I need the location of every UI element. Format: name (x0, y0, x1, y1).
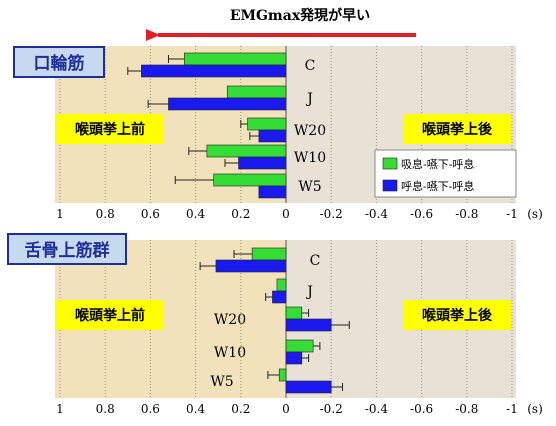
panel1-bar-w10-series2 (238, 156, 287, 170)
panel1-bar-w20-series1 (247, 117, 287, 131)
panel2-tick-label: -0.2 (320, 402, 343, 416)
panel2-bar-w10-series1 (285, 339, 314, 353)
panel2-bar-j-series1 (276, 278, 287, 292)
panel1-bar-j-series2 (168, 97, 287, 111)
panel2-after-label-box (403, 300, 511, 330)
panel1-after-label: 喉頭挙上後 (422, 121, 493, 138)
panel2-bar-j-series2 (272, 290, 287, 304)
panel2-bar-w5-series1 (278, 368, 287, 382)
panel2-category-label: J (305, 284, 313, 300)
panel1-after-label-box (403, 114, 511, 144)
panel1-tick-label: 0.6 (141, 207, 160, 221)
panel2-before-label: 喉頭挙上前 (75, 307, 145, 324)
panel1-tick-label: 0.4 (186, 207, 205, 221)
panel1-tick-label: -0.2 (320, 207, 343, 221)
panel2-title-box (7, 233, 127, 265)
panel2-category-label: W10 (214, 345, 246, 361)
panel1-tick-label: 0 (282, 207, 290, 221)
panel2-category-label: W20 (214, 312, 246, 328)
legend-swatch-series1 (382, 157, 398, 170)
panel1-bar-w5-series1 (213, 173, 287, 187)
panel2-title: 舌骨上筋群 (25, 240, 110, 261)
panel1-tick-label: -0.8 (455, 207, 478, 221)
panel2-x-unit: (s) (527, 402, 543, 416)
panel1-tick-label: 0.8 (96, 207, 115, 221)
panel1-bar-j-series1 (226, 85, 287, 99)
panel2-bar-w20-series2 (285, 318, 332, 332)
legend-swatch-series2 (382, 179, 398, 192)
panel1-bar-c-series2 (141, 64, 287, 78)
panel1-tick-label: 0.2 (231, 207, 250, 221)
panel1-title: 口輪筋 (34, 53, 85, 74)
panel2-tick-label: 0.6 (141, 402, 160, 416)
panel1-category-label: C (305, 58, 316, 74)
panel1-tick-label: -1 (506, 207, 518, 221)
panel2-bar-c-series1 (251, 247, 287, 261)
panel2-tick-label: -1 (506, 402, 518, 416)
panel2-bar-c-series2 (215, 259, 287, 273)
panel1-before-label: 喉頭挙上前 (75, 121, 145, 138)
legend-label-series1: 吸息-嚥下-呼息 (401, 157, 474, 171)
panel2-tick-label: 0.2 (231, 402, 250, 416)
panel2-tick-label: -0.6 (410, 402, 433, 416)
panel2-bar-w5-series2 (285, 380, 332, 394)
panel1-category-label: W10 (294, 150, 326, 166)
panel2-tick-label: 0.4 (186, 402, 205, 416)
panel1-category-label: J (305, 91, 313, 107)
panel1-tick-label: 1 (56, 207, 64, 221)
panel2-after-label: 喉頭挙上後 (422, 307, 493, 324)
panel1-bar-w5-series2 (258, 185, 287, 199)
panel1-category-label: W20 (294, 123, 326, 139)
panel2-tick-label: -0.4 (365, 402, 389, 416)
legend-label-series2: 呼息-嚥下-呼息 (401, 179, 474, 193)
panel1-x-unit: (s) (527, 207, 543, 221)
panel1-bar-c-series1 (184, 52, 287, 66)
panel2-tick-label: 1 (56, 402, 64, 416)
panel2-tick-label: 0 (282, 402, 290, 416)
panel1-tick-label: -0.4 (365, 207, 389, 221)
panel1-bar-w10-series1 (206, 144, 287, 158)
panel1-before-label-box (56, 114, 164, 144)
panel2-tick-label: -0.8 (455, 402, 478, 416)
panel1-category-label: W5 (298, 179, 321, 195)
panel2-before-label-box (56, 300, 164, 330)
arrow-label: EMGmax発現が早い (230, 7, 370, 24)
panel1-bar-w20-series2 (258, 129, 287, 143)
panel2-category-label: C (310, 253, 321, 269)
panel2-tick-label: 0.8 (96, 402, 115, 416)
panel2-category-label: W5 (210, 374, 233, 390)
panel2-bar-w20-series1 (285, 306, 303, 320)
panel2-bar-w10-series2 (285, 351, 303, 365)
panel1-tick-label: -0.6 (410, 207, 433, 221)
legend-box (374, 149, 517, 198)
panel1-title-box (13, 46, 105, 78)
